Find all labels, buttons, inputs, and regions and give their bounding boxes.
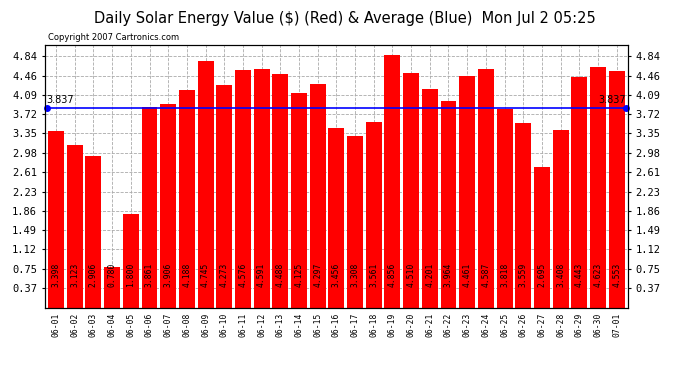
- Text: 1.800: 1.800: [126, 262, 135, 287]
- Text: 3.818: 3.818: [500, 262, 509, 287]
- Text: 2.695: 2.695: [538, 262, 546, 287]
- Text: 4.623: 4.623: [593, 262, 602, 287]
- Text: 4.125: 4.125: [295, 262, 304, 287]
- Text: 0.780: 0.780: [108, 262, 117, 287]
- Text: 2.906: 2.906: [89, 262, 98, 287]
- Text: 3.123: 3.123: [70, 262, 79, 287]
- Bar: [235, 70, 251, 308]
- Bar: [609, 71, 624, 308]
- Text: 4.488: 4.488: [276, 262, 285, 287]
- Bar: [67, 145, 83, 308]
- Text: 4.201: 4.201: [425, 262, 434, 287]
- Text: 3.561: 3.561: [369, 262, 378, 287]
- Text: 3.906: 3.906: [164, 262, 172, 287]
- Bar: [310, 84, 326, 308]
- Text: Daily Solar Energy Value ($) (Red) & Average (Blue)  Mon Jul 2 05:25: Daily Solar Energy Value ($) (Red) & Ave…: [94, 11, 596, 26]
- Bar: [590, 67, 606, 308]
- Text: Copyright 2007 Cartronics.com: Copyright 2007 Cartronics.com: [48, 33, 179, 42]
- Bar: [440, 102, 457, 308]
- Bar: [366, 122, 382, 308]
- Text: 4.510: 4.510: [406, 262, 415, 287]
- Text: 3.456: 3.456: [332, 262, 341, 287]
- Bar: [460, 76, 475, 307]
- Bar: [197, 61, 213, 308]
- Text: 4.297: 4.297: [313, 262, 322, 287]
- Text: 3.398: 3.398: [52, 262, 61, 287]
- Bar: [403, 73, 419, 308]
- Text: 3.408: 3.408: [556, 262, 565, 287]
- Text: 4.188: 4.188: [182, 262, 191, 287]
- Text: 4.745: 4.745: [201, 262, 210, 287]
- Text: 3.861: 3.861: [145, 262, 154, 287]
- Bar: [48, 131, 64, 308]
- Bar: [478, 69, 494, 308]
- Bar: [553, 130, 569, 308]
- Bar: [254, 69, 270, 308]
- Text: 4.576: 4.576: [239, 262, 248, 287]
- Bar: [160, 105, 176, 308]
- Text: 3.308: 3.308: [351, 262, 359, 287]
- Bar: [497, 109, 513, 307]
- Text: 4.443: 4.443: [575, 262, 584, 287]
- Text: 4.587: 4.587: [482, 262, 491, 287]
- Bar: [291, 93, 307, 308]
- Text: 3.964: 3.964: [444, 262, 453, 287]
- Text: 4.273: 4.273: [219, 262, 229, 287]
- Bar: [422, 89, 437, 308]
- Bar: [216, 86, 233, 308]
- Bar: [123, 214, 139, 308]
- Bar: [141, 107, 157, 307]
- Text: 3.559: 3.559: [519, 262, 528, 287]
- Bar: [515, 123, 531, 308]
- Bar: [347, 135, 363, 308]
- Text: 4.856: 4.856: [388, 262, 397, 287]
- Bar: [104, 267, 120, 308]
- Bar: [179, 90, 195, 308]
- Text: 3.837: 3.837: [598, 95, 626, 105]
- Bar: [86, 156, 101, 308]
- Bar: [328, 128, 344, 308]
- Bar: [384, 55, 400, 308]
- Bar: [273, 74, 288, 307]
- Bar: [534, 167, 550, 308]
- Text: 3.837: 3.837: [47, 95, 75, 105]
- Text: 4.461: 4.461: [463, 262, 472, 287]
- Text: 4.553: 4.553: [612, 262, 621, 287]
- Bar: [571, 76, 587, 308]
- Text: 4.591: 4.591: [257, 262, 266, 287]
